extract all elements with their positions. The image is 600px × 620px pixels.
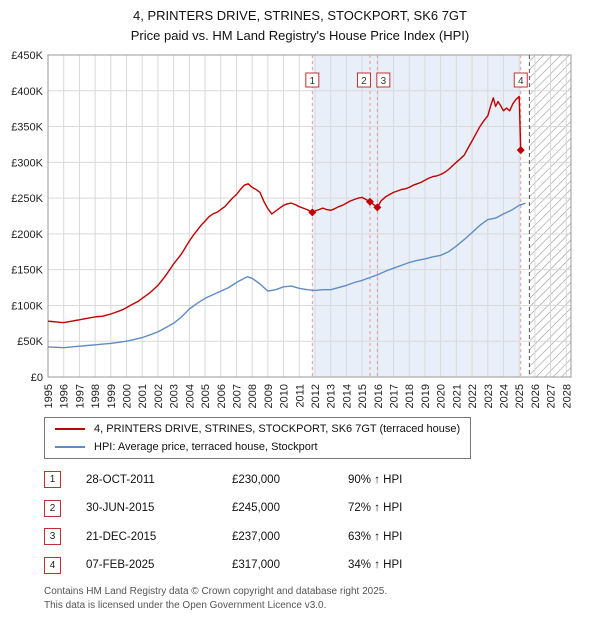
sale-number-box: 4 — [44, 556, 61, 574]
svg-text:2010: 2010 — [279, 384, 291, 408]
sale-number-box: 3 — [44, 528, 61, 545]
sales-table: 1 28-OCT-2011 £230,000 90% ↑ HPI 2 30-JUN-201… — [44, 471, 600, 574]
svg-text:2027: 2027 — [546, 384, 558, 408]
chart-title-line1: 4, PRINTERS DRIVE, STRINES, STOCKPORT, S… — [133, 8, 467, 23]
svg-text:2009: 2009 — [263, 384, 275, 408]
svg-text:2023: 2023 — [483, 384, 495, 408]
sale-marker-number: 4 — [518, 76, 524, 87]
svg-text:2019: 2019 — [420, 384, 432, 408]
svg-text:2022: 2022 — [467, 384, 479, 408]
sale-price: £237,000 — [232, 530, 280, 543]
chart-legend: 4, PRINTERS DRIVE, STRINES, STOCKPORT, S… — [44, 417, 472, 459]
svg-text:£200K: £200K — [11, 229, 43, 241]
sale-number-box: 2 — [44, 499, 61, 517]
svg-text:£250K: £250K — [11, 193, 43, 205]
svg-text:2015: 2015 — [357, 384, 369, 408]
svg-text:2004: 2004 — [184, 384, 196, 408]
svg-text:£450K: £450K — [11, 50, 43, 62]
sale-number-box: 1 — [44, 471, 61, 488]
chart-title-line2: Price paid vs. HM Land Registry's House … — [130, 27, 470, 43]
svg-text:1995: 1995 — [43, 384, 55, 408]
sale-marker-number-box — [513, 72, 528, 88]
plot-border — [47, 54, 572, 378]
svg-text:2003: 2003 — [169, 384, 181, 408]
sale-marker-number-box — [305, 72, 320, 88]
svg-text:1999: 1999 — [106, 384, 118, 408]
svg-text:£350K: £350K — [11, 122, 43, 134]
property-line-swatch-icon — [55, 428, 85, 430]
svg-text:2000: 2000 — [122, 384, 134, 408]
svg-text:2005: 2005 — [200, 384, 212, 408]
legend-property-label: 4, PRINTERS DRIVE, STRINES, STOCKPORT, S… — [94, 423, 461, 435]
chart-title: 4, PRINTERS DRIVE, STRINES, STOCKPORT, S… — [0, 0, 600, 45]
sale-marker-number: 1 — [310, 76, 316, 87]
sale-row: 2 30-JUN-2015 £245,000 72% ↑ HPI — [44, 499, 600, 517]
sale-point-marker — [516, 146, 525, 155]
sale-marker-number: 2 — [361, 76, 367, 87]
svg-text:2016: 2016 — [373, 384, 385, 408]
sale-date: 30-JUN-2015 — [86, 502, 155, 514]
license-footer: Contains HM Land Registry data © Crown c… — [44, 585, 600, 612]
sale-row: 1 28-OCT-2011 £230,000 90% ↑ HPI — [44, 471, 600, 488]
hpi-line — [47, 202, 526, 349]
sale-marker-number: 3 — [381, 76, 387, 87]
svg-text:£0: £0 — [31, 372, 43, 384]
shaded-region — [312, 55, 521, 377]
svg-text:1996: 1996 — [59, 384, 71, 408]
sale-price: £245,000 — [232, 502, 280, 514]
sale-marker-number-box — [356, 72, 371, 88]
sale-point-marker — [308, 208, 317, 217]
hpi-line-swatch-icon — [55, 446, 85, 448]
svg-text:2013: 2013 — [326, 384, 338, 408]
svg-text:2025: 2025 — [514, 384, 526, 408]
svg-text:2012: 2012 — [310, 384, 322, 408]
sale-point-marker — [373, 203, 382, 212]
property-price-line — [47, 95, 522, 324]
svg-text:2017: 2017 — [389, 384, 401, 408]
svg-text:£400K: £400K — [11, 86, 43, 98]
legend-item-property: 4, PRINTERS DRIVE, STRINES, STOCKPORT, S… — [55, 423, 460, 435]
sale-row: 3 21-DEC-2015 £237,000 63% ↑ HPI — [44, 528, 600, 545]
svg-text:1998: 1998 — [90, 384, 102, 408]
sale-price: £230,000 — [232, 473, 280, 486]
svg-text:£150K: £150K — [11, 265, 43, 277]
footer-line1: Contains HM Land Registry data © Crown c… — [44, 586, 388, 597]
svg-text:2028: 2028 — [561, 384, 573, 408]
svg-text:2006: 2006 — [216, 384, 228, 408]
legend-hpi-label: HPI: Average price, terraced house, Stoc… — [94, 441, 318, 453]
sale-date: 07-FEB-2025 — [86, 559, 155, 571]
svg-text:£100K: £100K — [11, 300, 43, 312]
svg-text:£50K: £50K — [17, 336, 43, 348]
sale-hpi-change: 90% ↑ HPI — [348, 473, 403, 486]
svg-text:2026: 2026 — [530, 384, 542, 408]
svg-text:2011: 2011 — [294, 384, 306, 408]
svg-text:1997: 1997 — [74, 384, 86, 408]
footer-line2: This data is licensed under the Open Gov… — [44, 599, 327, 611]
price-history-chart: £0 £50K £100K £150K £200K £250K £300K £350K £400… — [11, 50, 573, 408]
svg-text:2008: 2008 — [247, 384, 259, 408]
x-axis-labels: 1995 1996 1997 1998 1999 2000 2001 2002 2003 2004… — [43, 384, 573, 408]
svg-text:£300K: £300K — [11, 157, 43, 169]
svg-text:2018: 2018 — [404, 384, 416, 408]
svg-text:2020: 2020 — [436, 384, 448, 408]
svg-text:2002: 2002 — [153, 384, 165, 408]
sale-hpi-change: 34% ↑ HPI — [348, 559, 403, 571]
y-axis-labels: £0 £50K £100K £150K £200K £250K £300K £350K £400… — [11, 50, 43, 384]
sale-point-marker — [365, 197, 374, 206]
sale-marker-number-box — [376, 72, 391, 88]
svg-text:2021: 2021 — [451, 384, 463, 408]
sale-date: 28-OCT-2011 — [86, 473, 155, 486]
sale-row: 4 07-FEB-2025 £317,000 34% ↑ HPI — [44, 556, 600, 574]
svg-text:2014: 2014 — [341, 384, 353, 408]
svg-text:2024: 2024 — [498, 384, 510, 408]
legend-item-hpi: HPI: Average price, terraced house, Stoc… — [55, 441, 460, 453]
sale-date: 21-DEC-2015 — [86, 530, 157, 543]
svg-text:2007: 2007 — [231, 384, 243, 408]
sale-hpi-change: 63% ↑ HPI — [348, 530, 403, 543]
sale-price: £317,000 — [232, 559, 280, 571]
svg-text:2001: 2001 — [137, 384, 149, 408]
sale-hpi-change: 72% ↑ HPI — [348, 502, 403, 514]
